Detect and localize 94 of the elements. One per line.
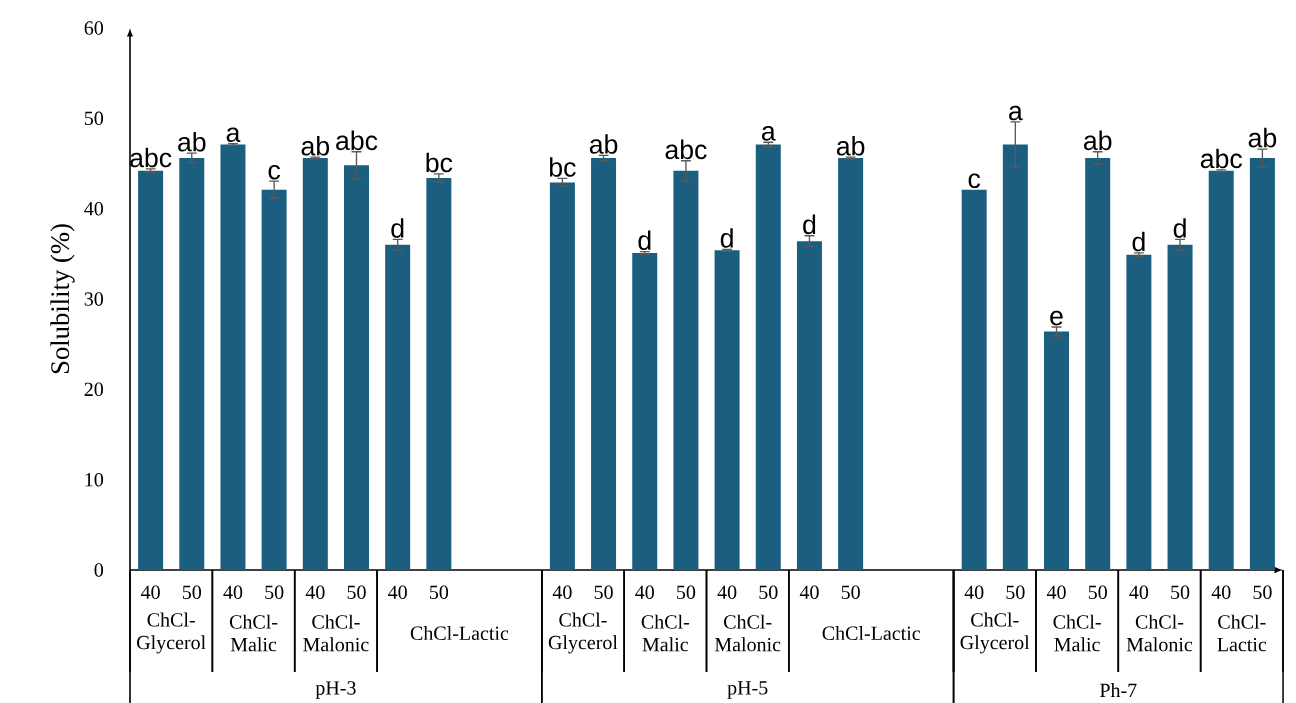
- bar: [385, 244, 411, 570]
- bar: [1167, 244, 1193, 570]
- data-label: d: [638, 230, 651, 250]
- data-label: ab: [178, 131, 206, 152]
- x-tick-label: 50: [347, 585, 366, 600]
- x-tick-label: 50: [677, 585, 696, 600]
- x-tick-label: 40: [1129, 585, 1149, 600]
- data-label: d: [1132, 231, 1145, 252]
- data-label: ab: [1083, 130, 1112, 151]
- x-tick-label: 40: [388, 585, 407, 600]
- data-label: a: [761, 126, 776, 141]
- data-label: ab: [589, 134, 618, 154]
- y-tick-label: 0: [94, 563, 104, 577]
- bar: [838, 158, 864, 570]
- x-tick-label: 50: [182, 585, 202, 600]
- text: ChCl-Lactic: [410, 625, 509, 641]
- x-tick-label: 50: [1171, 585, 1190, 600]
- x-tick-label: 40: [552, 585, 572, 600]
- bar: [1002, 144, 1028, 570]
- bar: [220, 144, 246, 570]
- bar: [961, 189, 987, 570]
- data-label: a: [1009, 105, 1023, 121]
- data-label: ab: [1248, 127, 1277, 148]
- bar: [1085, 158, 1111, 570]
- bar: [179, 158, 205, 570]
- text: ChCl-Malic: [229, 614, 278, 652]
- bar: [426, 177, 452, 570]
- x-tick-label: 50: [1088, 585, 1107, 600]
- data-label: d: [1173, 218, 1186, 238]
- text: ChCl-Malonic: [303, 614, 369, 652]
- x-tick-label: 40: [223, 585, 243, 600]
- x-tick-label: 50: [759, 585, 778, 600]
- bar: [1126, 254, 1152, 570]
- data-label: abc: [1200, 148, 1243, 169]
- x-tick-label: 50: [1006, 585, 1025, 600]
- y-tick-label: 20: [84, 382, 104, 397]
- bar: [673, 170, 699, 570]
- text: ChCl-Malonic: [1126, 614, 1193, 652]
- y-tick-label: 40: [84, 201, 104, 216]
- bar: [796, 241, 822, 570]
- y-tick-label: 10: [85, 472, 104, 487]
- bar: [714, 250, 740, 570]
- x-tick-label: 40: [305, 585, 325, 600]
- text: ChCl-Malic: [641, 614, 690, 652]
- x-tick-label: 40: [799, 585, 819, 600]
- y-tick-label: 60: [84, 21, 104, 35]
- y-axis-title: Solubility (%): [50, 224, 75, 374]
- data-label: c: [268, 164, 281, 180]
- data-label: a: [226, 127, 241, 143]
- bar: [632, 252, 658, 570]
- x-tick-label: 40: [717, 585, 737, 600]
- x-tick-label: 40: [1211, 585, 1231, 600]
- data-label: bc: [550, 157, 576, 177]
- bar: [1044, 331, 1070, 570]
- x-tick-label: 40: [1046, 585, 1066, 600]
- bar: [1249, 158, 1275, 570]
- x-tick-label: 50: [594, 585, 613, 600]
- x-tick-label: 50: [1253, 585, 1272, 600]
- data-label: c: [968, 173, 981, 189]
- x-tick-label: 50: [430, 585, 449, 600]
- text: ChCl-Lactic: [1217, 614, 1267, 652]
- y-tick-label: 30: [84, 292, 104, 306]
- bar: [755, 144, 781, 570]
- x-tick-label: 40: [964, 585, 984, 600]
- bar: [302, 158, 328, 570]
- data-label: ab: [301, 135, 330, 156]
- data-label: d: [803, 214, 816, 235]
- bar: [343, 165, 369, 570]
- x-tick-label: 40: [141, 585, 160, 600]
- text: ChCl-Lactic: [822, 625, 921, 641]
- text: Ph-7: [1099, 683, 1137, 697]
- data-label: abc: [336, 130, 378, 151]
- y-tick-label: 50: [84, 111, 104, 126]
- data-label: ab: [836, 135, 865, 156]
- text: ChCl-Malonic: [714, 614, 781, 652]
- data-label: d: [720, 228, 733, 248]
- text: ChCl-Glycerol: [960, 612, 1030, 654]
- x-tick-label: 50: [265, 585, 284, 600]
- data-label: e: [1050, 310, 1063, 326]
- bar: [1208, 170, 1234, 570]
- bar: [549, 182, 575, 570]
- bar: [261, 189, 287, 570]
- data-label: bc: [426, 152, 453, 173]
- data-label: d: [391, 218, 404, 238]
- text: pH-5: [727, 681, 768, 699]
- text: ChCl-Glycerol: [137, 612, 206, 654]
- x-tick-label: 40: [635, 585, 654, 600]
- text: ChCl-Glycerol: [548, 612, 618, 654]
- text: ChCl-Malic: [1053, 614, 1101, 652]
- bar: [591, 158, 617, 570]
- data-label: abc: [665, 139, 707, 160]
- text: pH-3: [315, 681, 356, 699]
- x-tick-label: 50: [841, 585, 860, 600]
- bar: [138, 170, 164, 570]
